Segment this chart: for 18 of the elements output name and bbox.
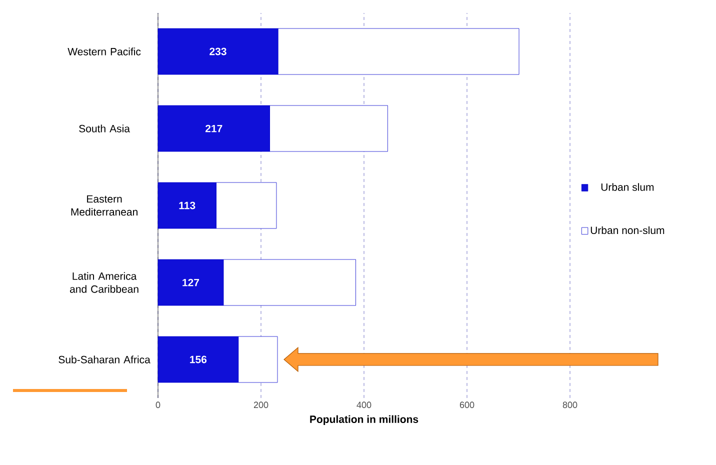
x-tick-label: 200 <box>254 402 268 408</box>
y-tick-label: Latin America and Caribbean <box>70 272 138 293</box>
x-tick-label: 400 <box>356 402 372 408</box>
legend-label: Urban slum <box>601 183 654 191</box>
x-axis-title: Population in millions <box>310 415 418 426</box>
legend-label: Urban non-slum <box>590 226 664 234</box>
x-tick-label: 0 <box>156 402 160 408</box>
data-label: 156 <box>190 356 207 364</box>
y-tick-label: Western Pacific <box>68 48 141 56</box>
data-label: 113 <box>179 202 196 210</box>
data-label: 217 <box>205 124 222 132</box>
y-tick-label: South Asia <box>79 124 130 132</box>
y-tick-label: Sub-Saharan Africa <box>58 356 150 364</box>
data-label: 127 <box>182 278 199 286</box>
x-tick-label: 600 <box>460 402 474 408</box>
y-tick-label: Eastern Mediterranean <box>71 195 138 216</box>
x-tick-label: 800 <box>562 402 578 408</box>
data-label: 233 <box>210 48 226 56</box>
